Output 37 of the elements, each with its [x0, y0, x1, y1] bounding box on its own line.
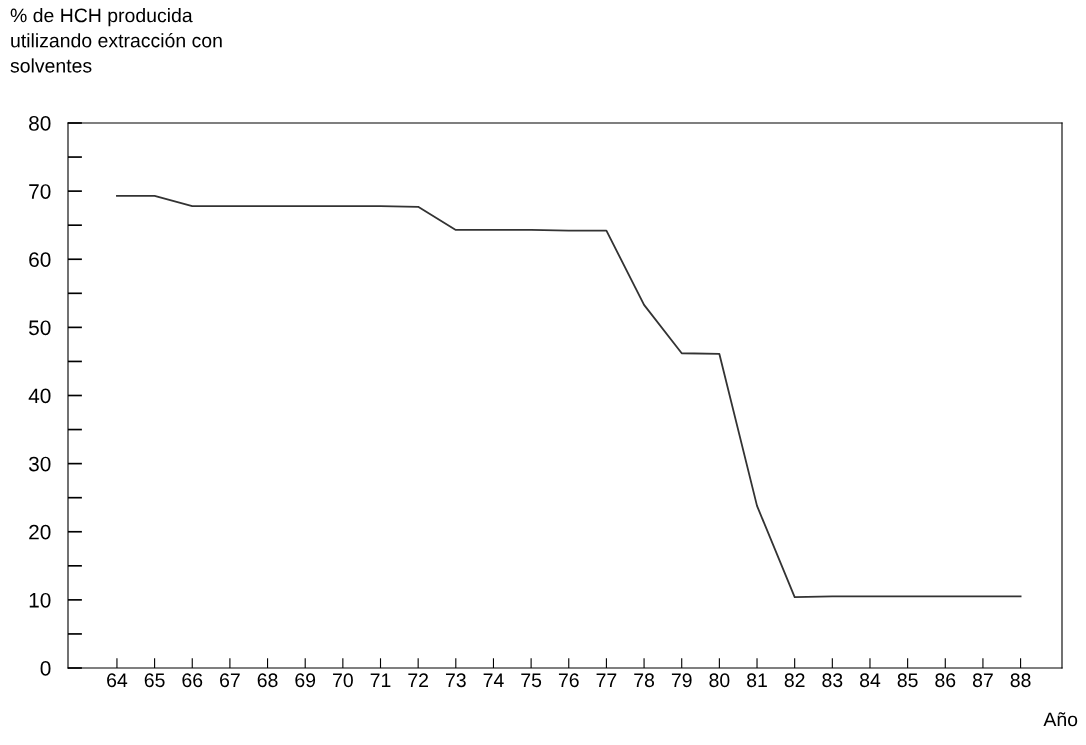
- x-tick-label: 66: [182, 673, 203, 688]
- x-tick-label: 82: [784, 673, 805, 688]
- x-tick-label: 76: [558, 673, 579, 688]
- x-tick-label: 70: [333, 673, 353, 688]
- x-tick-label: 74: [483, 673, 504, 687]
- x-tick-label: 64: [107, 673, 128, 688]
- x-tick-label: 77: [596, 673, 617, 687]
- x-tick-label: 71: [370, 673, 391, 687]
- x-axis-title: Año: [1043, 712, 1078, 727]
- y-tick-label: 80: [29, 116, 51, 131]
- y-tick-label: 70: [29, 184, 51, 199]
- x-tick-label: 78: [634, 673, 655, 688]
- x-tick-label: 68: [257, 673, 278, 688]
- x-tick-label: 85: [897, 673, 918, 688]
- x-tick-label: 65: [144, 673, 165, 688]
- y-axis-title: % de HCH producida utilizando extracción con solventes: [10, 8, 222, 73]
- x-tick-label: 81: [747, 673, 767, 688]
- x-tick-label: 79: [671, 673, 692, 688]
- line-series: [116, 194, 1022, 599]
- x-tick-label: 87: [972, 673, 993, 688]
- y-tick-label: 50: [29, 320, 51, 336]
- x-tick-label: 72: [408, 673, 428, 687]
- x-tick-label: 67: [220, 673, 240, 688]
- x-tick-label: 69: [295, 673, 316, 688]
- y-tick-label: 20: [29, 524, 51, 540]
- y-tick-label: 30: [28, 456, 51, 472]
- x-tick-label: 88: [1010, 673, 1031, 688]
- x-tick-label: 83: [822, 673, 843, 688]
- x-tick-label: 80: [709, 673, 730, 688]
- y-tick-label: 60: [29, 252, 51, 267]
- x-tick-label: 75: [521, 673, 542, 688]
- y-tick-label: 40: [28, 388, 51, 404]
- x-tick-label: 84: [860, 673, 881, 688]
- x-tick-label: 73: [445, 673, 466, 688]
- y-tick-label: 10: [29, 592, 51, 608]
- y-tick-label: 0: [40, 661, 51, 676]
- x-tick-label: 86: [935, 673, 956, 688]
